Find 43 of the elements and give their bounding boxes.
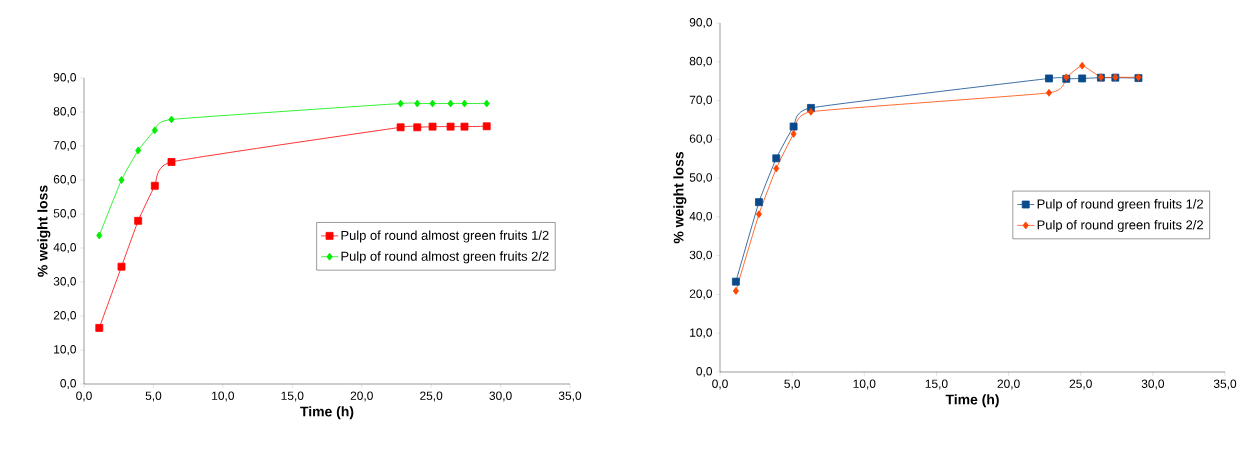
x-axis-title: Time (h) xyxy=(945,394,999,408)
y-tick-label: 60,0 xyxy=(689,134,713,145)
legend-label: Pulp of round almost green fruits 2/2 xyxy=(341,251,549,264)
y-tick-label: 30,0 xyxy=(53,277,77,287)
x-tick-label: 15,0 xyxy=(925,379,948,390)
x-tick-label: 20,0 xyxy=(997,379,1020,390)
x-tick-label: 20,0 xyxy=(350,391,373,402)
y-tick-label: 90,0 xyxy=(689,18,713,28)
y-tick-label: 0,0 xyxy=(696,367,713,377)
legend-label: Pulp of round green fruits 2/2 xyxy=(1037,219,1203,233)
x-axis-title: Time (h) xyxy=(300,406,354,420)
y-tick-label: 40,0 xyxy=(53,243,77,253)
legend-label: Pulp of round green fruits 1/2 xyxy=(1037,199,1203,212)
legend-label: Pulp of round almost green fruits 1/2 xyxy=(341,230,549,243)
x-tick-label: 35,0 xyxy=(558,391,582,402)
x-tick-label: 15,0 xyxy=(281,391,304,402)
y-tick-label: 70,0 xyxy=(53,141,77,151)
y-axis-title: % weight loss xyxy=(673,151,687,244)
x-tick-label: 35,0 xyxy=(1213,379,1237,390)
y-tick-label: 50,0 xyxy=(53,209,77,219)
x-tick-label: 30,0 xyxy=(489,391,512,402)
x-tick-label: 0,0 xyxy=(712,379,728,390)
x-tick-label: 5,0 xyxy=(145,391,162,402)
y-tick-label: 10,0 xyxy=(54,345,77,355)
x-tick-label: 5,0 xyxy=(784,379,800,390)
x-tick-label: 25,0 xyxy=(420,391,443,402)
y-tick-label: 90,0 xyxy=(53,73,77,83)
y-tick-label: 20,0 xyxy=(689,289,713,300)
x-tick-label: 0,0 xyxy=(76,391,92,402)
y-tick-label: 80,0 xyxy=(53,107,77,117)
x-tick-label: 30,0 xyxy=(1141,379,1165,390)
y-tick-label: 60,0 xyxy=(53,175,77,185)
y-tick-label: 70,0 xyxy=(689,95,713,106)
y-axis-title: % weight loss xyxy=(37,185,51,277)
y-tick-label: 80,0 xyxy=(689,56,713,67)
y-tick-label: 20,0 xyxy=(53,311,77,321)
y-tick-label: 10,0 xyxy=(690,328,713,339)
x-tick-label: 10,0 xyxy=(853,379,876,390)
y-tick-label: 50,0 xyxy=(689,173,713,184)
y-tick-label: 30,0 xyxy=(689,250,713,261)
y-tick-label: 40,0 xyxy=(689,211,713,222)
x-tick-label: 10,0 xyxy=(212,391,235,402)
x-tick-label: 25,0 xyxy=(1069,379,1092,390)
